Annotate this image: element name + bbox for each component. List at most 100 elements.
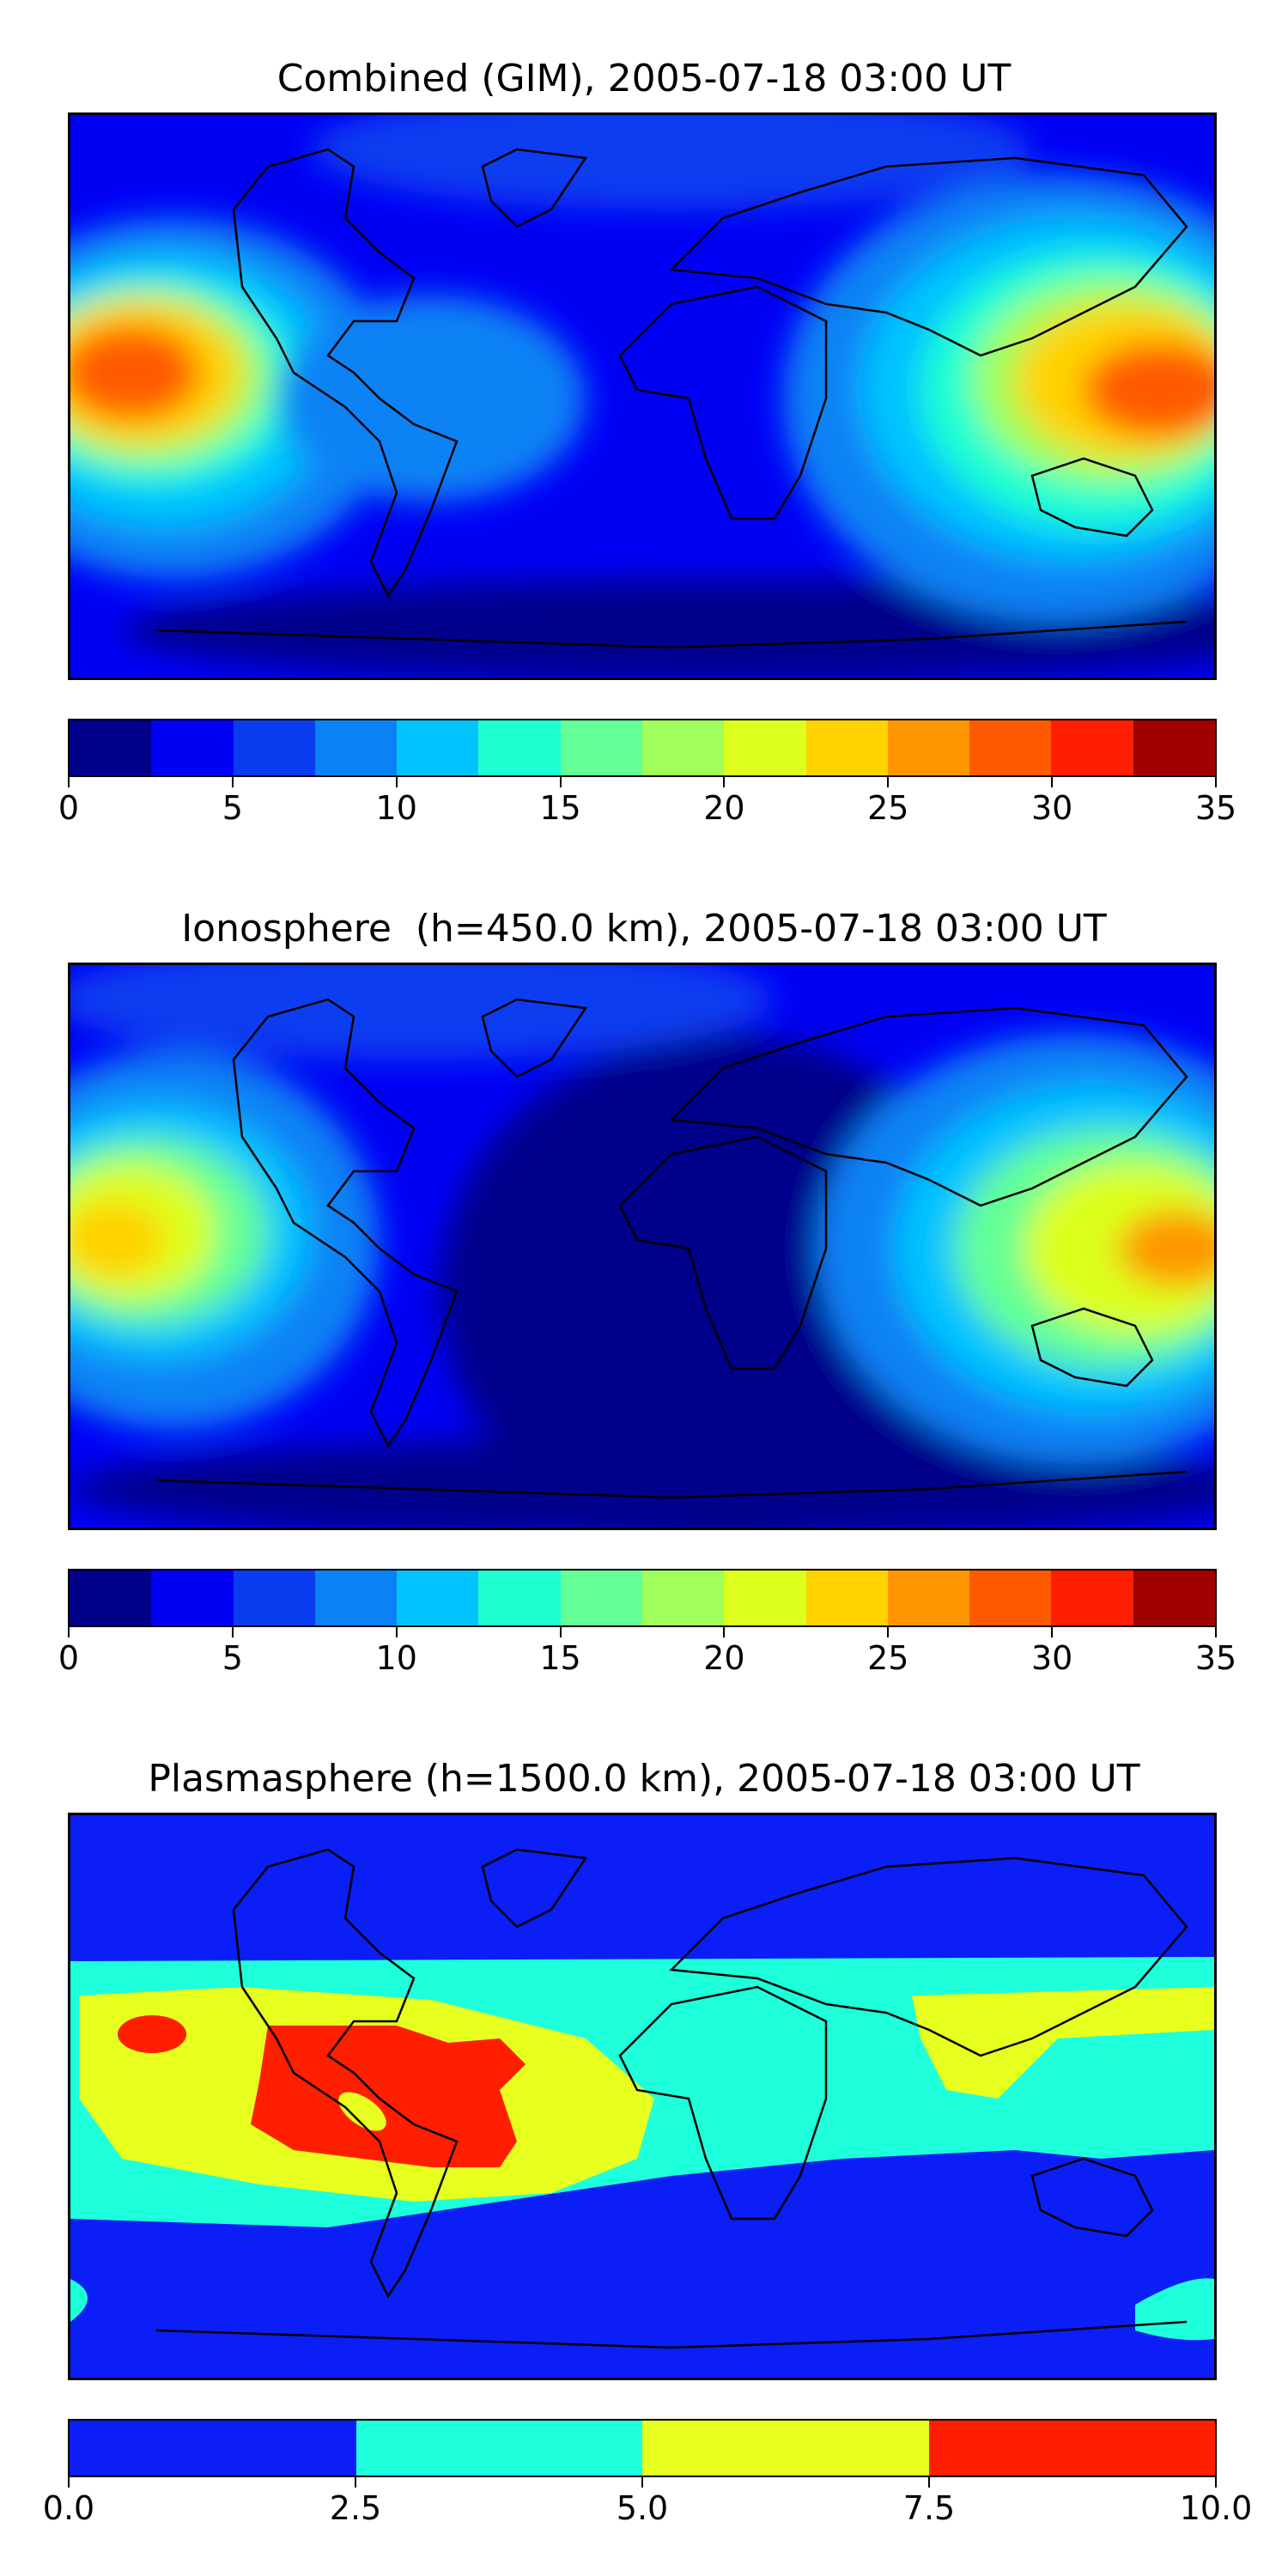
colorbar-swatch — [233, 720, 315, 775]
colorbar-tick — [928, 2477, 930, 2488]
colorbar-swatch — [314, 720, 398, 775]
panel-1-band-south — [122, 579, 1214, 677]
colorbar-swatch — [478, 1571, 561, 1625]
colorbar-swatch — [969, 720, 1052, 775]
colorbar-tick-label: 20 — [703, 1639, 745, 1677]
colorbar-tick — [395, 1627, 398, 1637]
colorbar-tick-label: 10 — [375, 1639, 417, 1677]
panel-1-pacific-core — [70, 325, 199, 420]
colorbar-swatch — [70, 2421, 356, 2476]
panel-2-map — [68, 963, 1217, 1530]
colorbar-swatch — [355, 2421, 642, 2476]
colorbar-swatch — [560, 720, 642, 775]
colorbar-swatch — [805, 1571, 888, 1625]
panel-1-map-svg — [70, 115, 1214, 677]
panel-3-cyan-patch-west — [70, 2279, 88, 2322]
colorbar-tick-label: 2.5 — [329, 2489, 382, 2527]
panel-3-map-svg — [70, 1815, 1214, 2378]
colorbar-tick — [723, 1627, 726, 1637]
colorbar-tick-label: 30 — [1030, 1639, 1073, 1677]
panel-2-band-south — [70, 1437, 1214, 1528]
colorbar-tick-label: 7.5 — [902, 2489, 956, 2527]
panel-1-colorbar — [68, 719, 1217, 777]
colorbar-tick-label: 0 — [58, 1639, 80, 1677]
colorbar-tick-label: 35 — [1194, 789, 1237, 827]
colorbar-tick — [723, 777, 726, 787]
colorbar-tick — [68, 1627, 70, 1637]
colorbar-tick — [231, 1627, 234, 1637]
colorbar-tick — [1051, 777, 1054, 787]
colorbar-tick-label: 5.0 — [616, 2489, 669, 2527]
colorbar-swatch — [928, 2421, 1215, 2476]
panel-1-coastlines — [155, 148, 1188, 649]
colorbar-swatch — [70, 720, 152, 775]
colorbar-swatch — [724, 720, 806, 775]
colorbar-swatch — [1133, 720, 1215, 775]
panel-3-yellow-asia — [912, 1987, 1214, 2099]
colorbar-swatch — [969, 1571, 1052, 1625]
panel-2-band-north — [70, 965, 775, 1060]
colorbar-swatch — [233, 1571, 315, 1625]
colorbar-tick — [1215, 777, 1217, 787]
colorbar-tick — [1051, 1627, 1054, 1637]
colorbar-tick-label: 25 — [867, 789, 909, 827]
colorbar-swatch — [805, 720, 888, 775]
panel-2-coastlines — [155, 998, 1188, 1499]
panel-1-asia-core — [1084, 343, 1214, 437]
colorbar-tick — [887, 777, 890, 787]
panel-1-map — [68, 112, 1217, 680]
panel-2-map-svg — [70, 965, 1214, 1528]
colorbar-tick-label: 5 — [222, 1639, 243, 1677]
colorbar-tick-label: 10.0 — [1179, 2489, 1253, 2527]
colorbar-tick — [1215, 1627, 1217, 1637]
colorbar-swatch — [724, 1571, 806, 1625]
panel-3-coastlines — [155, 1848, 1188, 2349]
colorbar-tick — [559, 777, 562, 787]
colorbar-swatch — [151, 720, 234, 775]
colorbar-tick — [887, 1627, 890, 1637]
panel-3-title: Plasmasphere (h=1500.0 km), 2005-07-18 0… — [148, 1757, 1140, 1801]
panel-2-asia-core — [1118, 1210, 1214, 1287]
panel-1-title: Combined (GIM), 2005-07-18 03:00 UT — [276, 57, 1012, 100]
panel-2-title: Ionosphere (h=450.0 km), 2005-07-18 03:0… — [181, 907, 1107, 951]
colorbar-tick-label: 35 — [1194, 1639, 1237, 1677]
panel-3-yellow-hole — [338, 2092, 386, 2131]
colorbar-swatch — [887, 720, 970, 775]
colorbar-swatch — [478, 720, 561, 775]
colorbar-tick-label: 0.0 — [42, 2489, 95, 2527]
colorbar-tick-label: 25 — [867, 1639, 909, 1677]
colorbar-tick — [641, 2477, 643, 2488]
colorbar-tick-label: 5 — [222, 789, 243, 827]
colorbar-tick — [559, 1627, 562, 1637]
colorbar-swatch — [560, 1571, 642, 1625]
colorbar-tick-label: 30 — [1030, 789, 1073, 827]
panel-3-map — [68, 1813, 1217, 2380]
colorbar-swatch — [70, 1571, 152, 1625]
panel-2-pacific-core — [70, 1201, 165, 1279]
colorbar-tick — [395, 777, 398, 787]
panel-2-colorbar — [68, 1569, 1217, 1627]
colorbar-tick — [1215, 2477, 1217, 2488]
colorbar-swatch — [642, 2421, 929, 2476]
panel-1-americas-band — [276, 295, 586, 501]
colorbar-tick — [355, 2477, 356, 2488]
colorbar-swatch — [151, 1571, 234, 1625]
colorbar-tick — [68, 2477, 70, 2488]
colorbar-swatch — [397, 1571, 479, 1625]
colorbar-swatch — [1051, 1571, 1133, 1625]
colorbar-swatch — [887, 1571, 970, 1625]
panel-3-red-spot — [118, 2015, 186, 2053]
colorbar-swatch — [1051, 720, 1133, 775]
colorbar-swatch — [314, 1571, 398, 1625]
colorbar-swatch — [641, 1571, 725, 1625]
colorbar-swatch — [1133, 1571, 1215, 1625]
colorbar-tick-label: 15 — [539, 789, 581, 827]
panel-1-band-north — [311, 115, 1032, 210]
colorbar-tick — [231, 777, 234, 787]
colorbar-tick-label: 15 — [539, 1639, 581, 1677]
colorbar-tick — [68, 777, 70, 787]
colorbar-swatch — [641, 720, 725, 775]
panel-3-red-region — [251, 2026, 526, 2167]
colorbar-tick-label: 20 — [703, 789, 745, 827]
colorbar-tick-label: 0 — [58, 789, 80, 827]
